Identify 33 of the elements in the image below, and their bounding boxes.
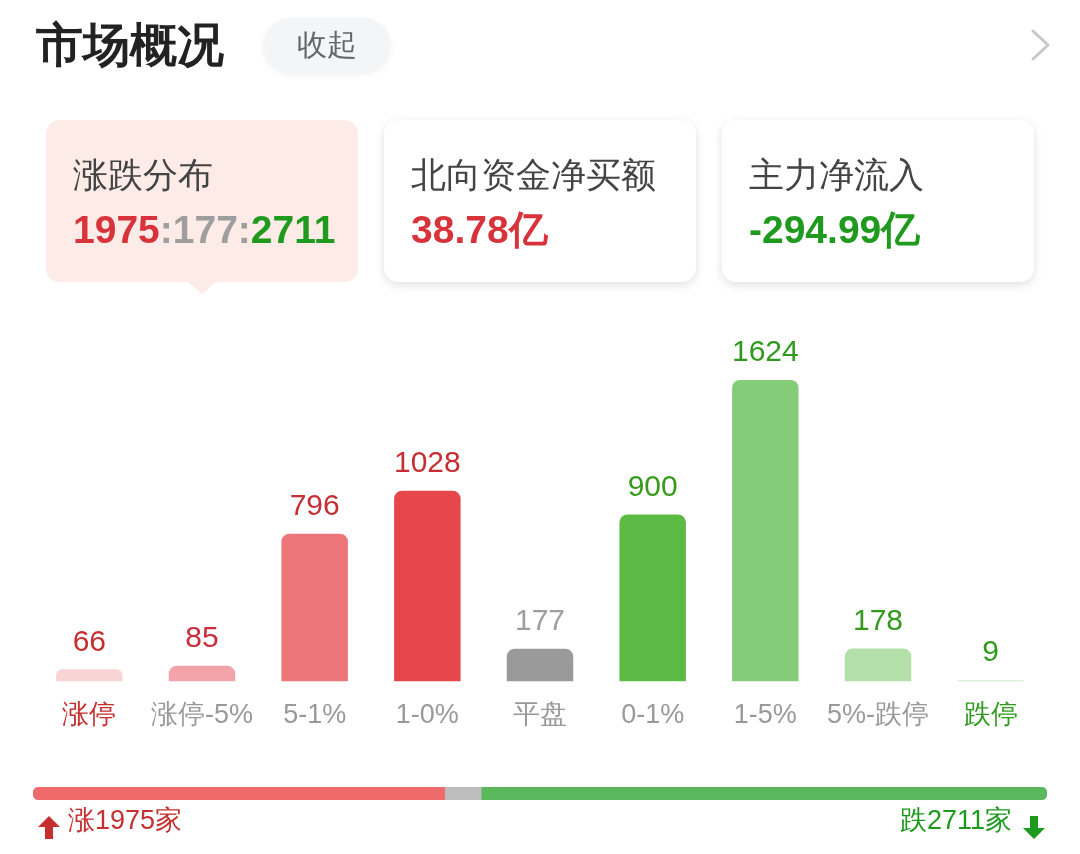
x-tick-label: 涨停-5% [150,699,254,730]
bar [394,490,461,682]
text: 跌2711家 [899,805,1012,836]
data-label: 796 [289,488,340,522]
data-label: 1028 [393,444,461,478]
bar [56,669,123,682]
x-tick-label: 5%-跌停 [826,699,930,730]
text: 市场概况 [36,17,224,73]
bar [281,533,348,682]
tab[interactable]: 北向资金净买额 38.78亿 [384,120,696,282]
x-tick-label: 5-1% [283,699,347,730]
bar [506,648,574,682]
x-tick-label: 涨停 [62,699,117,730]
tab[interactable]: 主力净流入 -294.99亿 [722,120,1034,282]
data-label: 66 [72,623,107,657]
text: 涨1975家 [68,805,183,836]
data-label: 9 [982,634,1000,668]
x-tick-label: 1-5% [733,699,797,730]
bar [619,514,686,682]
bar [168,665,236,682]
bar [732,380,799,682]
data-label: 1624 [731,334,799,368]
x-tick-label: 跌停 [963,699,1018,730]
x-tick-label: 1-0% [395,699,459,730]
data-label: 178 [852,602,904,636]
x-tick-label: 平盘 [513,699,567,730]
tab[interactable]: 涨跌分布 1975:177:2711 [46,120,358,282]
data-label: 85 [185,620,219,654]
data-label: 177 [514,602,566,636]
bar [844,648,912,682]
data-label: 900 [627,468,678,502]
collapse-button[interactable]: 收起 [264,18,390,72]
x-tick-label: 0-1% [621,699,685,730]
